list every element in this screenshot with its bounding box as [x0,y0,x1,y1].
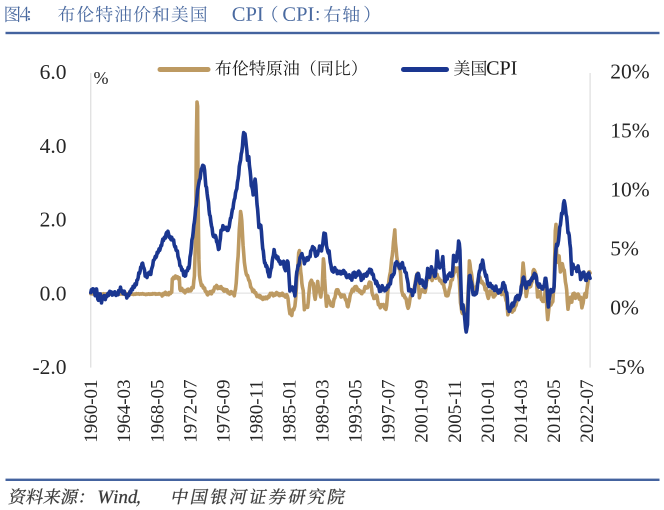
svg-text:5%: 5% [610,237,639,261]
svg-text:1985-01: 1985-01 [280,379,301,442]
svg-text:1993-05: 1993-05 [346,379,367,442]
svg-text:1980-11: 1980-11 [246,380,267,443]
svg-text:1989-03: 1989-03 [313,379,334,442]
svg-text:1964-03: 1964-03 [114,379,135,442]
svg-text:6.0: 6.0 [40,60,67,84]
svg-text:2022-07: 2022-07 [577,379,598,442]
svg-text:20%: 20% [610,59,650,83]
svg-text:1960-01: 1960-01 [81,379,102,442]
svg-text:2018-05: 2018-05 [544,379,565,442]
svg-text:2.0: 2.0 [40,208,67,232]
svg-text:2005-11: 2005-11 [445,380,466,443]
svg-text:1976-09: 1976-09 [213,379,234,442]
svg-text:2010-01: 2010-01 [478,379,499,442]
svg-text:4.0: 4.0 [40,134,67,158]
svg-text:15%: 15% [610,118,650,142]
svg-text:2014-03: 2014-03 [511,379,532,442]
svg-text:0.0: 0.0 [40,281,67,305]
svg-text:1968-05: 1968-05 [147,379,168,442]
svg-text:0%: 0% [610,296,639,320]
svg-text:-5%: -5% [609,355,645,379]
svg-text:-2.0: -2.0 [32,355,66,379]
svg-text:2001-09: 2001-09 [412,379,433,442]
svg-text:1972-07: 1972-07 [180,379,201,442]
svg-text:1997-07: 1997-07 [379,379,400,442]
svg-text:10%: 10% [610,178,650,202]
svg-text:%: % [94,68,109,88]
